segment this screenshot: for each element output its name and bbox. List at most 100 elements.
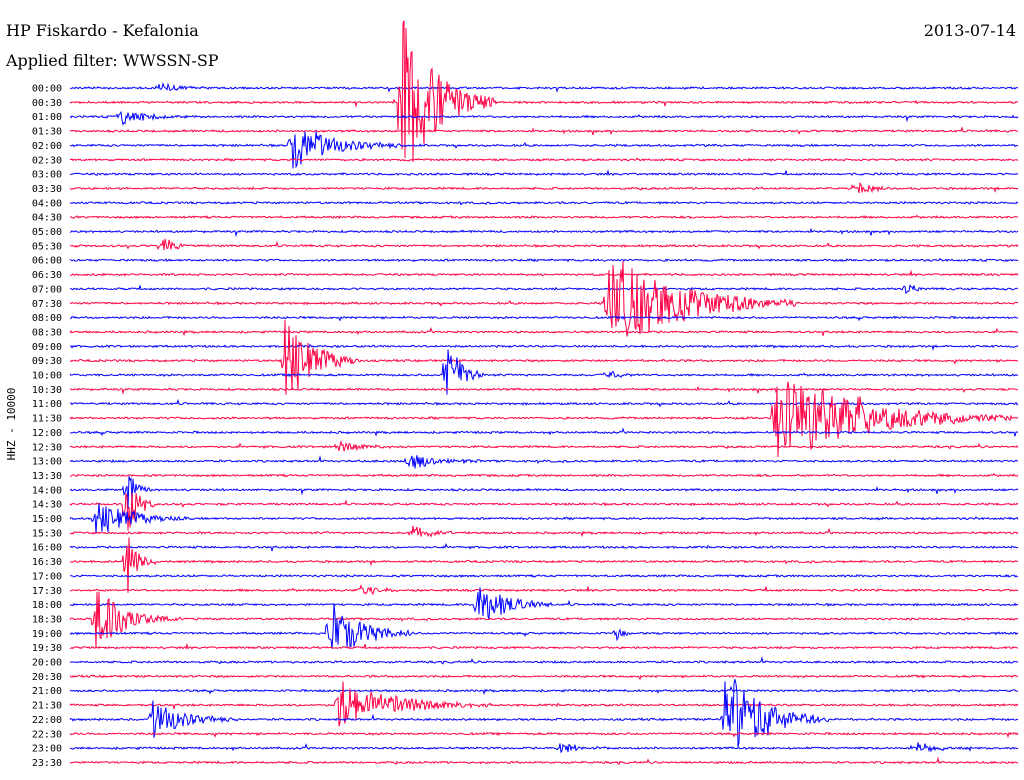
trace-row-1000 bbox=[69, 349, 1019, 395]
trace-row-0800 bbox=[69, 315, 1019, 322]
time-tick-label: 04:00 bbox=[32, 198, 62, 209]
time-tick-label: 09:00 bbox=[32, 342, 62, 353]
time-tick-label: 00:30 bbox=[32, 98, 62, 109]
time-tick-label: 14:30 bbox=[32, 500, 62, 511]
trace-row-2000 bbox=[69, 656, 1019, 665]
time-tick-label: 09:30 bbox=[32, 356, 62, 367]
trace-row-0830 bbox=[69, 326, 1019, 337]
trace-row-0600 bbox=[69, 257, 1019, 263]
trace-row-1730 bbox=[69, 583, 1019, 596]
time-tick-label: 11:30 bbox=[32, 414, 62, 425]
time-tick-label: 12:30 bbox=[32, 442, 62, 453]
time-tick-label: 08:00 bbox=[32, 313, 62, 324]
trace-row-1430 bbox=[69, 492, 1019, 531]
trace-row-2200 bbox=[69, 679, 1019, 748]
time-tick-label: 02:30 bbox=[32, 155, 62, 166]
trace-row-1200 bbox=[69, 427, 1019, 437]
trace-row-0930 bbox=[69, 319, 1019, 395]
time-tick-label: 05:00 bbox=[32, 227, 62, 238]
trace-row-0430 bbox=[69, 214, 1019, 220]
time-tick-label: 22:30 bbox=[32, 729, 62, 740]
time-tick-label: 14:00 bbox=[32, 485, 62, 496]
trace-row-2100 bbox=[69, 685, 1019, 696]
channel-axis-label: HHZ - 10000 bbox=[5, 388, 18, 461]
time-tick-label: 22:00 bbox=[32, 715, 62, 726]
trace-row-1100 bbox=[69, 398, 1019, 408]
time-tick-label: 03:30 bbox=[32, 184, 62, 195]
time-tick-label: 17:30 bbox=[32, 586, 62, 597]
station-title: HP Fiskardo - Kefalonia bbox=[6, 21, 199, 40]
time-tick-label: 17:00 bbox=[32, 571, 62, 582]
time-tick-label: 08:30 bbox=[32, 327, 62, 338]
time-tick-label: 23:30 bbox=[32, 758, 62, 769]
trace-row-0630 bbox=[69, 269, 1019, 277]
time-tick-label: 21:00 bbox=[32, 686, 62, 697]
time-tick-label: 07:30 bbox=[32, 299, 62, 310]
trace-row-0500 bbox=[69, 227, 1019, 238]
trace-row-1800 bbox=[69, 587, 1019, 620]
time-tick-label: 16:00 bbox=[32, 543, 62, 554]
trace-row-2230 bbox=[69, 731, 1019, 739]
trace-row-2030 bbox=[69, 674, 1019, 681]
trace-row-1830 bbox=[69, 591, 1019, 649]
trace-row-0200 bbox=[69, 131, 1019, 169]
time-tick-label: 15:30 bbox=[32, 528, 62, 539]
trace-row-1500 bbox=[69, 503, 1019, 534]
trace-row-0330 bbox=[69, 182, 1019, 194]
trace-row-2130 bbox=[69, 681, 1019, 727]
time-tick-label: 01:30 bbox=[32, 127, 62, 138]
time-tick-label: 10:00 bbox=[32, 371, 62, 382]
trace-row-0530 bbox=[69, 238, 1019, 251]
trace-row-1930 bbox=[69, 642, 1019, 650]
seismic-traces bbox=[69, 20, 1019, 766]
trace-row-0030 bbox=[69, 20, 1019, 162]
trace-row-0300 bbox=[69, 169, 1019, 177]
time-tick-label: 18:00 bbox=[32, 600, 62, 611]
time-tick-label: 05:30 bbox=[32, 241, 62, 252]
time-tick-label: 04:30 bbox=[32, 213, 62, 224]
time-tick-label: 16:30 bbox=[32, 557, 62, 568]
trace-row-2330 bbox=[69, 756, 1019, 766]
trace-row-1530 bbox=[69, 525, 1019, 538]
time-tick-label: 10:30 bbox=[32, 385, 62, 396]
trace-row-1700 bbox=[69, 573, 1019, 578]
trace-row-0000 bbox=[69, 81, 1019, 93]
time-tick-label: 03:00 bbox=[32, 170, 62, 181]
trace-row-1400 bbox=[69, 476, 1019, 509]
time-tick-label: 07:00 bbox=[32, 284, 62, 295]
time-tick-label: 23:00 bbox=[32, 744, 62, 755]
time-tick-label: 06:00 bbox=[32, 256, 62, 267]
trace-row-1900 bbox=[69, 603, 1019, 649]
trace-row-1130 bbox=[69, 381, 1019, 458]
filter-label: Applied filter: WWSSN-SP bbox=[5, 51, 219, 70]
time-tick-label: 20:30 bbox=[32, 672, 62, 683]
trace-row-1030 bbox=[69, 385, 1019, 396]
time-tick-label: 06:30 bbox=[32, 270, 62, 281]
trace-row-1230 bbox=[69, 439, 1019, 452]
time-tick-label: 01:00 bbox=[32, 112, 62, 123]
time-tick-label: 15:00 bbox=[32, 514, 62, 525]
trace-row-1600 bbox=[69, 542, 1019, 552]
time-tick-label: 11:00 bbox=[32, 399, 62, 410]
time-tick-label: 20:00 bbox=[32, 658, 62, 669]
trace-row-0100 bbox=[69, 110, 1019, 126]
time-tick-label: 02:00 bbox=[32, 141, 62, 152]
trace-row-0700 bbox=[69, 283, 1019, 295]
trace-row-0130 bbox=[69, 126, 1019, 136]
time-tick-label: 12:00 bbox=[32, 428, 62, 439]
trace-row-0900 bbox=[69, 343, 1019, 351]
time-tick-label: 00:00 bbox=[32, 84, 62, 95]
trace-row-1330 bbox=[69, 472, 1019, 478]
trace-row-0730 bbox=[69, 260, 1019, 337]
trace-row-1630 bbox=[69, 537, 1019, 593]
record-date: 2013-07-14 bbox=[924, 21, 1016, 40]
time-tick-label: 19:00 bbox=[32, 629, 62, 640]
trace-row-0230 bbox=[69, 157, 1019, 162]
trace-row-1300 bbox=[69, 455, 1019, 469]
time-tick-label: 18:30 bbox=[32, 614, 62, 625]
time-tick-label: 13:30 bbox=[32, 471, 62, 482]
time-tick-labels: 00:00 00:30 01:00 01:30 02:00 02:30 03:00 03:30… bbox=[32, 84, 62, 769]
time-tick-label: 13:00 bbox=[32, 457, 62, 468]
trace-row-0400 bbox=[69, 200, 1019, 206]
